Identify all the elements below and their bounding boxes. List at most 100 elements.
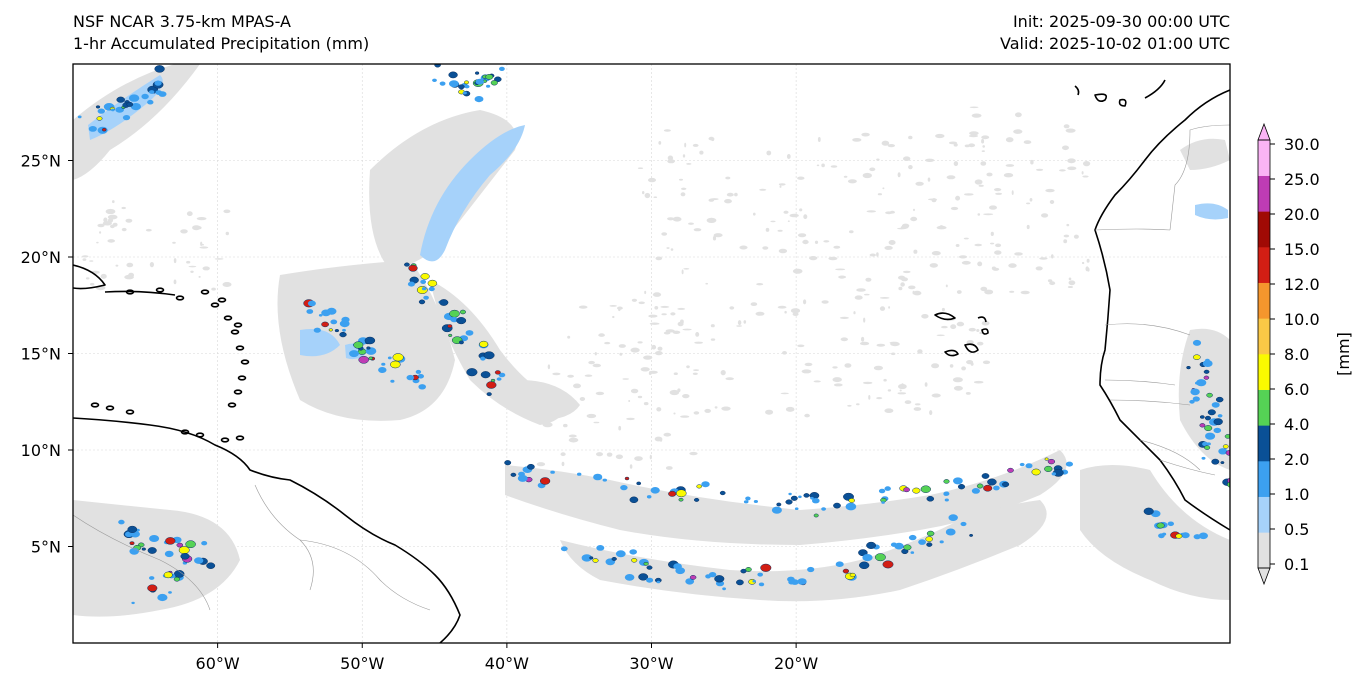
precip-speckle [561,461,565,467]
precip-speckle [966,360,974,365]
precip-speckle [643,402,649,406]
convective-cell [206,562,216,569]
convective-cell [987,478,997,486]
country-borders [73,124,1230,611]
convective-cell [1227,481,1230,488]
precip-speckle [578,305,588,309]
precip-speckle [876,158,880,161]
colorbar-tick-label: 20.0 [1284,205,1320,224]
convective-cell [408,264,418,272]
precip-speckle [863,317,866,323]
chart-title-left: NSF NCAR 3.75-km MPAS-A 1-hr Accumulated… [73,11,369,55]
convective-cell [496,377,502,381]
convective-cell [650,487,660,494]
precip-speckle [637,341,643,344]
convective-cell [1031,468,1041,476]
precip-speckle [223,209,231,214]
convective-cell [1204,425,1213,432]
convective-cell [866,541,877,549]
colorbar-tick-label: 2.0 [1284,450,1309,469]
convective-cell [722,587,726,591]
convective-cell [1167,521,1175,527]
colorbar-segment [1258,425,1270,462]
precip-speckle [953,143,958,147]
convective-cell [797,578,807,585]
precip-speckle [677,388,681,393]
precip-speckle [686,163,692,165]
precip-speckle [897,172,901,178]
precip-speckle [1082,175,1089,178]
precip-speckle [798,233,807,238]
precip-speckle [755,311,765,316]
precip-speckle [1067,158,1076,164]
precip-speckle [992,267,1000,271]
convective-cell [1211,402,1220,408]
convective-cell [790,495,798,501]
precip-speckle [995,192,1003,195]
precip-speckle [692,372,698,375]
init-time: Init: 2025-09-30 00:00 UTC [1012,12,1230,31]
precip-speckle [563,423,568,428]
convective-cell [486,84,491,88]
convective-cell [776,502,782,507]
precip-speckle [618,307,621,312]
convective-cell [787,576,795,582]
precip-speckle [100,273,107,279]
convective-cell [416,286,428,294]
precip-speckle [655,351,663,356]
precip-speckle [107,214,118,220]
convective-cell [1196,379,1207,387]
convective-cell [458,84,465,90]
precip-speckle [628,400,631,402]
precip-speckle [989,205,997,210]
precip-speckle [225,231,229,236]
precip-speckle [802,239,809,245]
precip-speckle [840,337,848,342]
convective-cell [589,556,594,560]
precip-speckle [644,192,651,199]
precip-speckle [860,341,870,346]
precip-speckle [876,252,879,257]
precip-speckle [681,187,687,190]
precip-speckle [946,175,956,180]
precip-speckle [956,321,965,327]
precip-speckle [734,192,738,197]
convective-cell [154,80,162,86]
convective-cell [890,542,898,547]
convective-cell [646,495,652,499]
convective-cell [415,369,422,374]
convective-cell [884,486,891,491]
precip-speckle [974,243,982,247]
island [240,359,250,365]
convective-cell [387,356,392,360]
precip-speckle [873,365,884,371]
precip-speckle [90,282,95,286]
precip-speckle [803,214,808,220]
precip-speckle [978,184,984,187]
precip-speckle [888,306,891,309]
precip-speckle [797,344,805,348]
precip-speckle [538,387,542,391]
precip-speckle [694,341,703,344]
convective-cell [141,547,146,551]
chart-title-right: Init: 2025-09-30 00:00 UTC Valid: 2025-1… [1000,11,1230,55]
precip-speckle [198,275,201,278]
precip-speckle [968,327,976,332]
precip-speckle [705,282,709,285]
convective-cell [858,549,868,557]
convective-cell [313,327,321,333]
precip-speckle [180,229,188,234]
convective-cell [432,78,437,83]
convective-cell [428,286,435,292]
convective-cell [448,333,453,337]
precip-speckle [901,223,910,228]
convective-cell [624,574,635,581]
precip-speckle [689,451,698,456]
precip-speckle [804,362,813,367]
convective-cell [624,476,630,481]
convective-cell [165,537,176,545]
convective-cell [427,279,438,287]
convective-cell [903,544,912,551]
precip-speckle [853,311,856,315]
precip-speckle [1005,164,1015,167]
